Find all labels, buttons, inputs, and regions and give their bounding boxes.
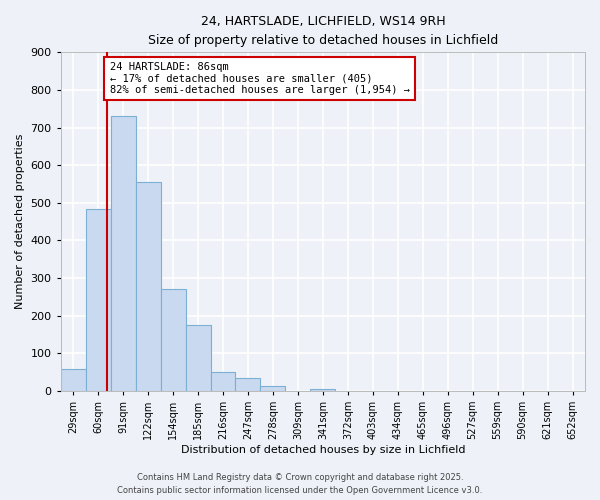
Bar <box>110 116 136 391</box>
Bar <box>61 370 86 391</box>
Text: Contains HM Land Registry data © Crown copyright and database right 2025.
Contai: Contains HM Land Registry data © Crown c… <box>118 474 482 495</box>
Y-axis label: Number of detached properties: Number of detached properties <box>15 134 25 310</box>
Bar <box>136 182 161 391</box>
Title: 24, HARTSLADE, LICHFIELD, WS14 9RH
Size of property relative to detached houses : 24, HARTSLADE, LICHFIELD, WS14 9RH Size … <box>148 15 498 47</box>
Bar <box>260 386 286 391</box>
Bar <box>235 378 260 391</box>
Bar <box>86 209 110 391</box>
X-axis label: Distribution of detached houses by size in Lichfield: Distribution of detached houses by size … <box>181 445 465 455</box>
Bar <box>310 389 335 391</box>
Bar <box>161 290 185 391</box>
Bar <box>185 324 211 391</box>
Bar <box>211 372 235 391</box>
Text: 24 HARTSLADE: 86sqm
← 17% of detached houses are smaller (405)
82% of semi-detac: 24 HARTSLADE: 86sqm ← 17% of detached ho… <box>110 62 410 95</box>
